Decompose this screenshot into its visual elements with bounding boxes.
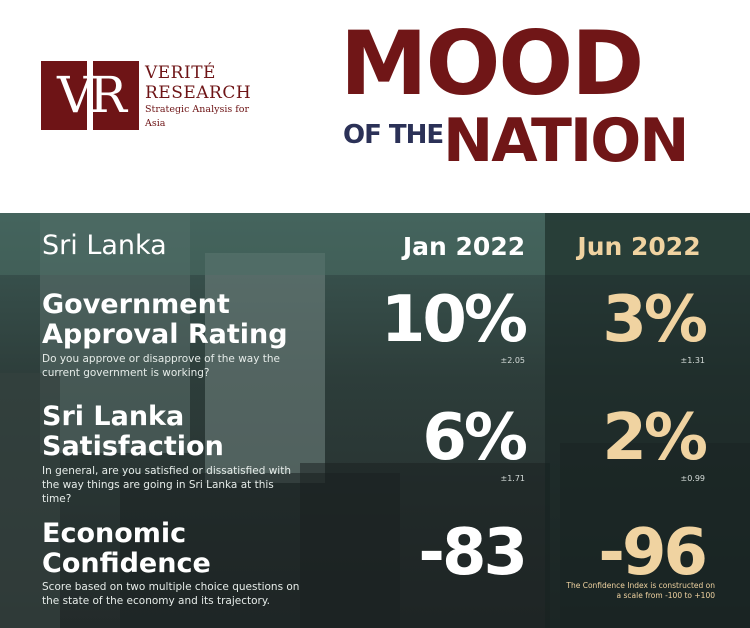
jun-header-shade — [545, 213, 750, 275]
column-header-jun: Jun 2022 — [577, 232, 701, 261]
title-mood: MOOD — [340, 12, 644, 115]
header: VR VERITÉ RESEARCH Strategic Analysis fo… — [0, 0, 750, 213]
logo-mark-text: VR — [57, 66, 127, 124]
metric-title-economic-confidence: Economic Confidence — [42, 518, 211, 579]
metric-desc-sri-lanka-satisfaction: In general, are you satisfied or dissati… — [42, 465, 292, 505]
logo-wordmark: VERITÉ RESEARCH Strategic Analysis for A… — [145, 63, 261, 131]
metric-desc-government-approval: Do you approve or disapprove of the way … — [42, 353, 281, 379]
moe-jun-government-approval: ±1.31 — [680, 356, 705, 365]
results-panel: Sri Lanka Jan 2022 Jun 2022 Government A… — [0, 213, 750, 628]
logo-line1: VERITÉ — [145, 63, 216, 83]
metric-desc-economic-confidence: Score based on two multiple choice quest… — [42, 581, 300, 607]
metric-title-sri-lanka-satisfaction: Sri Lanka Satisfaction — [42, 401, 224, 462]
country-label: Sri Lanka — [42, 230, 167, 261]
value-jan-government-approval: 10% — [380, 283, 528, 357]
logo-mark: VR — [41, 61, 139, 130]
column-header-jan: Jan 2022 — [402, 232, 526, 261]
value-jun-economic-confidence: -96 — [598, 516, 708, 590]
value-jun-sri-lanka-satisfaction: 2% — [602, 401, 708, 475]
confidence-index-note: The Confidence Index is constructed on a… — [566, 581, 715, 600]
jun-column-shade — [545, 213, 750, 628]
moe-jan-government-approval: ±2.05 — [500, 356, 525, 365]
logo-line2: RESEARCH — [145, 83, 252, 103]
metric-title-government-approval: Government Approval Rating — [42, 289, 288, 350]
verite-research-logo: VR VERITÉ RESEARCH Strategic Analysis fo… — [41, 61, 261, 131]
value-jan-economic-confidence: -83 — [418, 516, 528, 590]
title-nation: NATION — [443, 106, 689, 176]
title-of-the: OF THE — [343, 120, 444, 150]
logo-tagline: Strategic Analysis for Asia — [145, 104, 250, 129]
value-jun-government-approval: 3% — [602, 283, 708, 357]
value-jan-sri-lanka-satisfaction: 6% — [422, 401, 528, 475]
moe-jan-sri-lanka-satisfaction: ±1.71 — [500, 474, 525, 483]
moe-jun-sri-lanka-satisfaction: ±0.99 — [680, 474, 705, 483]
